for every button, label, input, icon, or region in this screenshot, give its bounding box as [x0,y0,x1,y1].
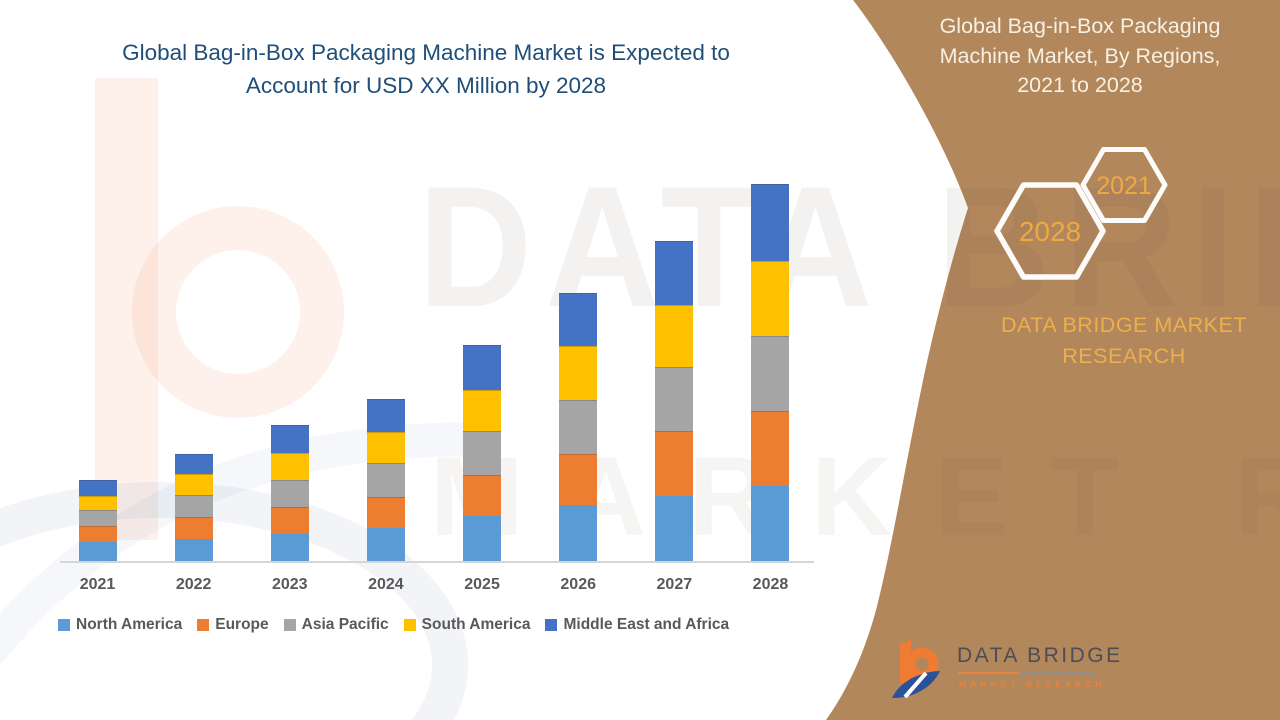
bar-segment-south-america [559,346,598,400]
bar-segment-south-america [463,390,502,431]
x-axis-label-2027: 2027 [656,576,693,593]
x-axis-label-2022: 2022 [175,576,212,593]
bar-segment-asia-pacific [463,431,502,475]
side-panel-title-line2: Machine Market, By Regions, [939,43,1221,68]
bar-segment-asia-pacific [78,510,117,526]
x-axis-label-2023: 2023 [271,576,308,593]
chart-legend: North America Europe Asia Pacific South Ame… [58,616,858,634]
stacked-bar-2023 [270,425,309,561]
side-panel-brand-text: DATA BRIDGE MARKET RESEARCH [1001,313,1247,368]
bar-segment-south-america [655,305,694,367]
x-axis-label-2028: 2028 [752,576,789,593]
bar-segment-middle-east-and-africa [751,184,790,261]
bar-segment-south-america [751,261,790,336]
x-axis-label-2024: 2024 [368,576,404,593]
side-panel-title: Global Bag-in-Box Packaging Machine Mark… [905,12,1255,101]
bar-segment-north-america [78,542,117,561]
bar-segment-south-america [174,474,213,495]
bar-segment-middle-east-and-africa [78,480,117,496]
side-panel-title-line1: Global Bag-in-Box Packaging [939,14,1221,38]
bar-segment-south-america [366,432,405,463]
logo-leaf-slash-icon [903,671,928,699]
stacked-bar-2025 [463,345,502,561]
bar-segment-north-america [655,496,694,561]
legend-label: Middle East and Africa [563,616,730,633]
bar-segment-europe [655,431,694,496]
legend-label: North America [76,616,183,633]
legend-label: Asia Pacific [301,616,389,633]
stacked-bar-2026 [559,293,598,561]
legend-item-south-america: South America [403,616,531,634]
bar-segment-middle-east-and-africa [174,454,213,474]
footer-brand-name: DATA BRIDGE [957,644,1123,667]
hexagon-2028 [994,182,1106,280]
x-axis-line [60,561,814,563]
databridge-logo [892,640,940,699]
legend-swatch-icon [197,619,210,631]
bar-segment-europe [174,517,213,539]
legend-item-middle-east-and-africa: Middle East and Africa [545,616,729,634]
bar-segment-north-america [559,505,598,561]
hexagon-badges: 2021 2028 [994,147,1168,280]
bar-segment-europe [463,475,502,516]
bar-segment-europe [559,454,598,505]
footer-brand-rule-accent [958,672,1020,674]
legend-swatch-icon [403,619,416,631]
bar-segment-europe [270,507,309,534]
bar-segment-middle-east-and-africa [559,293,598,346]
x-axis-label-2025: 2025 [464,576,500,593]
legend-swatch-icon [58,619,70,631]
legend-label: South America [421,616,531,633]
stacked-bar-2022 [174,454,213,561]
legend-item-europe: Europe [197,616,269,634]
bar-segment-south-america [78,496,117,510]
bar-segment-north-america [463,516,502,561]
bar-segment-asia-pacific [366,463,405,497]
hexagon-2021 [1080,147,1168,223]
chart-title-line2: Account for USD XX Million by 2028 [245,73,607,98]
bar-segment-north-america [366,528,405,561]
bar-segment-asia-pacific [174,495,213,517]
bar-segment-europe [751,411,790,486]
stacked-bar-2024 [366,399,405,561]
bar-segment-middle-east-and-africa [270,425,309,453]
chart-title-line1: Global Bag-in-Box Packaging Machine Mark… [122,40,730,65]
bar-segment-south-america [270,453,309,480]
bar-segment-middle-east-and-africa [366,399,405,432]
legend-item-north-america: North America [58,616,182,634]
bar-segment-europe [78,526,117,542]
legend-swatch-icon [545,619,558,631]
bar-segment-north-america [174,539,213,561]
side-panel-title-line3: 2021 to 2028 [1017,73,1143,97]
stacked-bar-2028 [751,184,790,561]
bar-segment-middle-east-and-africa [463,345,502,390]
bar-segment-north-america [751,486,790,561]
stacked-bar-2021 [78,480,117,561]
bar-segment-europe [366,497,405,528]
x-axis-label-2026: 2026 [560,576,596,593]
footer-brand-rule [958,672,1095,674]
footer-brand-tagline: MARKET RESEARCH [959,679,1106,689]
bar-segment-asia-pacific [751,336,790,411]
hexagon-2021-label: 2021 [1096,172,1152,200]
chart-title: Global Bag-in-Box Packaging Machine Mark… [88,36,764,102]
bar-segment-asia-pacific [559,400,598,454]
bar-segment-asia-pacific [270,480,309,507]
bar-segment-north-america [270,534,309,561]
legend-label: Europe [215,616,269,633]
x-axis-label-2021: 2021 [79,576,116,593]
legend-swatch-icon [283,619,296,631]
hexagon-2028-label: 2028 [1019,216,1081,247]
bar-segment-middle-east-and-africa [655,241,694,305]
stacked-bar-2027 [655,241,694,561]
logo-b-stem-icon [900,640,911,684]
bar-segment-asia-pacific [655,367,694,431]
legend-item-asia-pacific: Asia Pacific [283,616,389,634]
